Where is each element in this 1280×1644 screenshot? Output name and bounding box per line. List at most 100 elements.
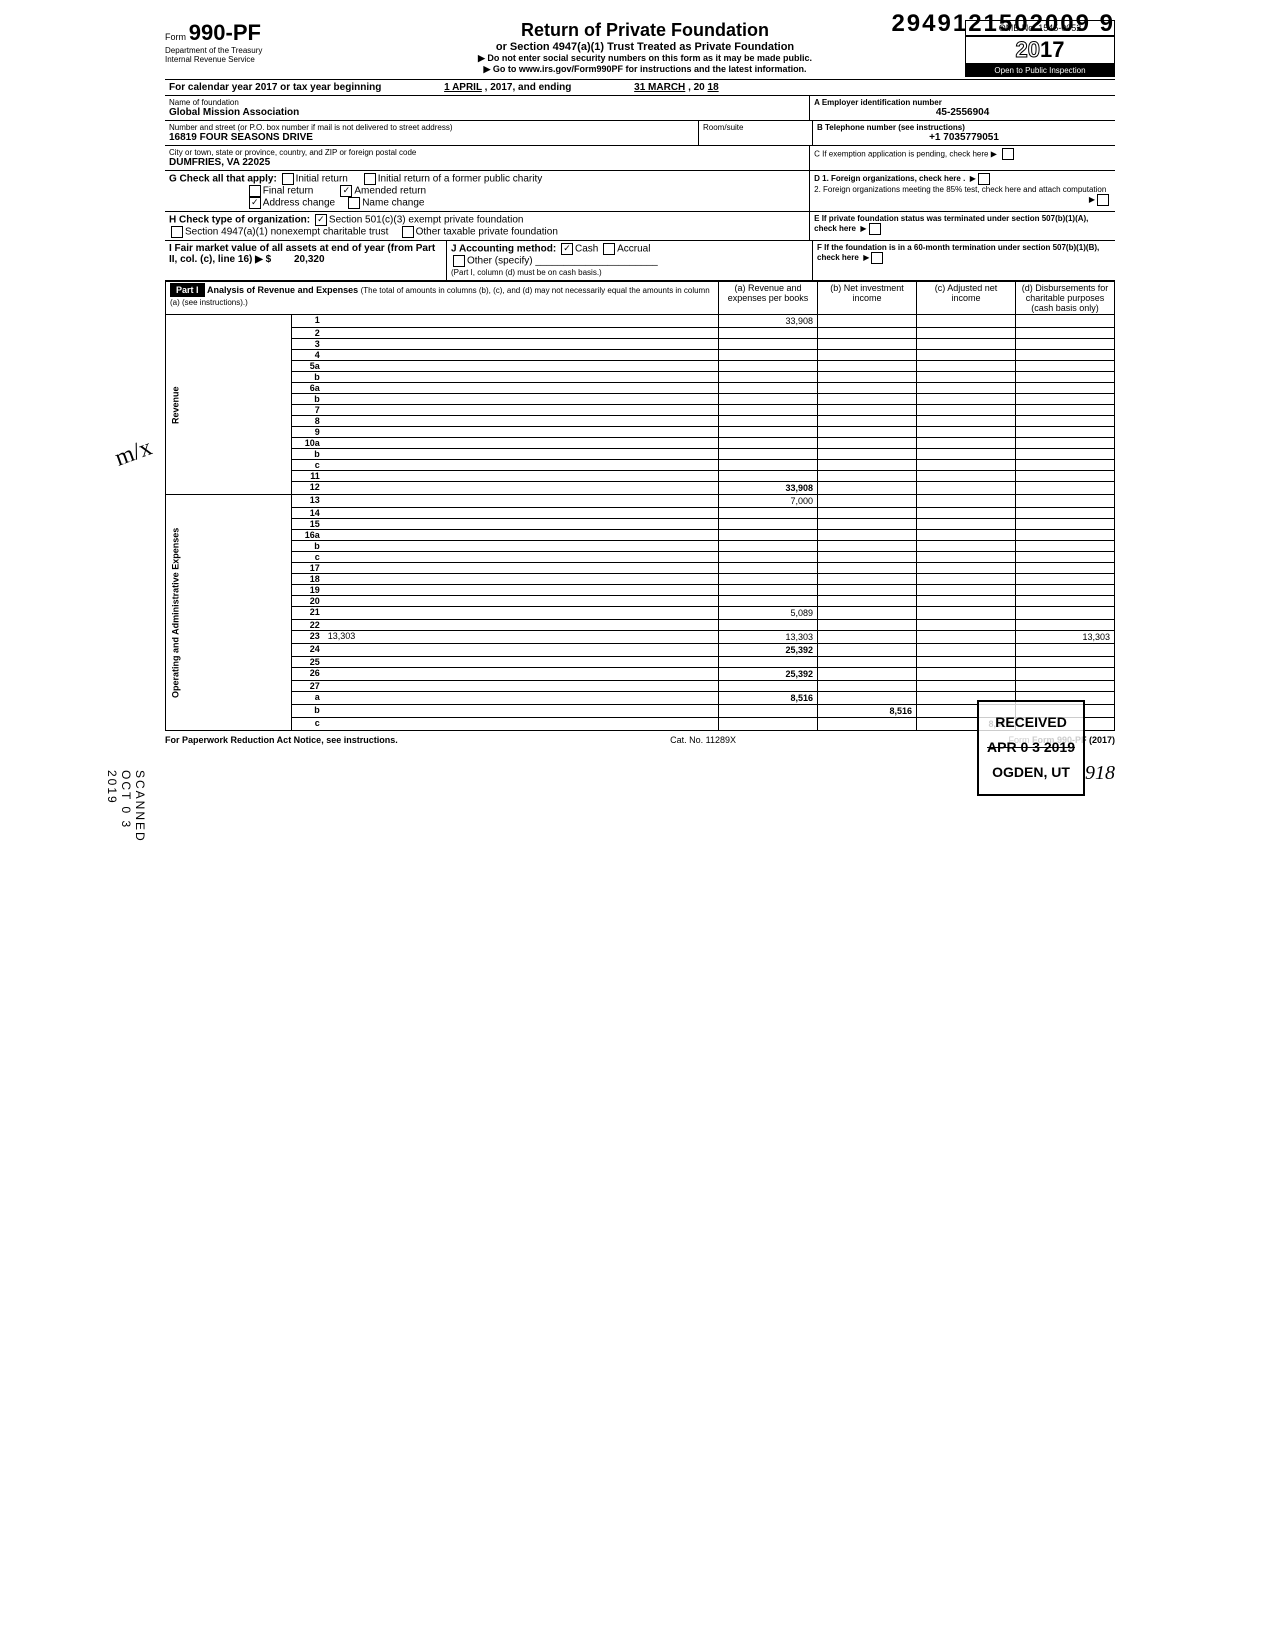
value-cell-a[interactable] xyxy=(719,372,818,383)
value-cell-c[interactable] xyxy=(917,394,1016,405)
value-cell-c[interactable] xyxy=(917,519,1016,530)
value-cell-b[interactable] xyxy=(818,541,917,552)
value-cell-b[interactable] xyxy=(818,644,917,657)
value-cell-c[interactable] xyxy=(917,668,1016,681)
c-checkbox[interactable] xyxy=(1002,148,1014,160)
value-cell-d[interactable] xyxy=(1016,328,1115,339)
foundation-name[interactable]: Global Mission Association xyxy=(169,107,805,118)
value-cell-c[interactable] xyxy=(917,530,1016,541)
value-cell-a[interactable]: 5,089 xyxy=(719,607,818,620)
value-cell-c[interactable] xyxy=(917,460,1016,471)
ein-value[interactable]: 45-2556904 xyxy=(814,107,1111,118)
h-501c3-check[interactable]: ✓ xyxy=(315,214,327,226)
value-cell-b[interactable] xyxy=(818,449,917,460)
value-cell-d[interactable] xyxy=(1016,405,1115,416)
value-cell-d[interactable] xyxy=(1016,427,1115,438)
value-cell-b[interactable] xyxy=(818,495,917,508)
value-cell-d[interactable] xyxy=(1016,644,1115,657)
value-cell-d[interactable] xyxy=(1016,460,1115,471)
value-cell-c[interactable] xyxy=(917,644,1016,657)
value-cell-b[interactable] xyxy=(818,482,917,495)
value-cell-a[interactable]: 7,000 xyxy=(719,495,818,508)
value-cell-d[interactable] xyxy=(1016,563,1115,574)
j-other-check[interactable] xyxy=(453,255,465,267)
value-cell-c[interactable] xyxy=(917,350,1016,361)
value-cell-a[interactable] xyxy=(719,574,818,585)
value-cell-c[interactable] xyxy=(917,328,1016,339)
value-cell-c[interactable] xyxy=(917,315,1016,328)
value-cell-c[interactable] xyxy=(917,620,1016,631)
value-cell-d[interactable] xyxy=(1016,350,1115,361)
value-cell-c[interactable] xyxy=(917,405,1016,416)
value-cell-a[interactable]: 33,908 xyxy=(719,482,818,495)
value-cell-b[interactable] xyxy=(818,552,917,563)
value-cell-c[interactable] xyxy=(917,563,1016,574)
value-cell-a[interactable] xyxy=(719,585,818,596)
value-cell-c[interactable] xyxy=(917,482,1016,495)
value-cell-b[interactable] xyxy=(818,530,917,541)
value-cell-b[interactable] xyxy=(818,471,917,482)
value-cell-a[interactable] xyxy=(719,405,818,416)
value-cell-d[interactable] xyxy=(1016,449,1115,460)
value-cell-c[interactable] xyxy=(917,372,1016,383)
value-cell-c[interactable] xyxy=(917,585,1016,596)
value-cell-b[interactable] xyxy=(818,668,917,681)
value-cell-d[interactable] xyxy=(1016,438,1115,449)
value-cell-a[interactable] xyxy=(719,620,818,631)
value-cell-a[interactable] xyxy=(719,519,818,530)
d1-check[interactable] xyxy=(978,173,990,185)
value-cell-d[interactable] xyxy=(1016,530,1115,541)
value-cell-b[interactable] xyxy=(818,585,917,596)
value-cell-d[interactable] xyxy=(1016,607,1115,620)
value-cell-a[interactable] xyxy=(719,657,818,668)
phone-value[interactable]: +1 7035779051 xyxy=(817,132,1111,143)
street-value[interactable]: 16819 FOUR SEASONS DRIVE xyxy=(169,132,694,143)
value-cell-b[interactable] xyxy=(818,508,917,519)
value-cell-b[interactable] xyxy=(818,416,917,427)
value-cell-b[interactable] xyxy=(818,718,917,731)
g-final-check[interactable] xyxy=(249,185,261,197)
value-cell-a[interactable]: 8,516 xyxy=(719,692,818,705)
value-cell-a[interactable] xyxy=(719,350,818,361)
value-cell-d[interactable] xyxy=(1016,519,1115,530)
value-cell-b[interactable] xyxy=(818,315,917,328)
value-cell-b[interactable] xyxy=(818,574,917,585)
value-cell-d[interactable] xyxy=(1016,574,1115,585)
value-cell-a[interactable] xyxy=(719,460,818,471)
value-cell-a[interactable]: 25,392 xyxy=(719,644,818,657)
value-cell-a[interactable] xyxy=(719,449,818,460)
g-name-check[interactable] xyxy=(348,197,360,209)
e-check[interactable] xyxy=(869,223,881,235)
cal-begin[interactable]: 1 APRIL xyxy=(444,82,482,93)
value-cell-b[interactable] xyxy=(818,383,917,394)
value-cell-d[interactable] xyxy=(1016,471,1115,482)
value-cell-b[interactable] xyxy=(818,427,917,438)
value-cell-a[interactable] xyxy=(719,508,818,519)
value-cell-c[interactable] xyxy=(917,574,1016,585)
value-cell-a[interactable] xyxy=(719,705,818,718)
value-cell-a[interactable] xyxy=(719,718,818,731)
value-cell-b[interactable] xyxy=(818,631,917,644)
g-address-check[interactable]: ✓ xyxy=(249,197,261,209)
value-cell-c[interactable] xyxy=(917,361,1016,372)
value-cell-c[interactable] xyxy=(917,681,1016,692)
value-cell-c[interactable] xyxy=(917,596,1016,607)
h-other-check[interactable] xyxy=(402,226,414,238)
value-cell-d[interactable] xyxy=(1016,372,1115,383)
value-cell-b[interactable] xyxy=(818,438,917,449)
value-cell-d[interactable] xyxy=(1016,495,1115,508)
value-cell-a[interactable] xyxy=(719,681,818,692)
value-cell-d[interactable] xyxy=(1016,361,1115,372)
value-cell-a[interactable] xyxy=(719,361,818,372)
g-initial-check[interactable] xyxy=(282,173,294,185)
value-cell-c[interactable] xyxy=(917,438,1016,449)
value-cell-a[interactable] xyxy=(719,563,818,574)
value-cell-c[interactable] xyxy=(917,416,1016,427)
value-cell-d[interactable] xyxy=(1016,416,1115,427)
f-check[interactable] xyxy=(871,252,883,264)
value-cell-b[interactable] xyxy=(818,681,917,692)
value-cell-a[interactable] xyxy=(719,438,818,449)
city-value[interactable]: DUMFRIES, VA 22025 xyxy=(169,157,805,168)
value-cell-d[interactable] xyxy=(1016,657,1115,668)
value-cell-b[interactable] xyxy=(818,361,917,372)
